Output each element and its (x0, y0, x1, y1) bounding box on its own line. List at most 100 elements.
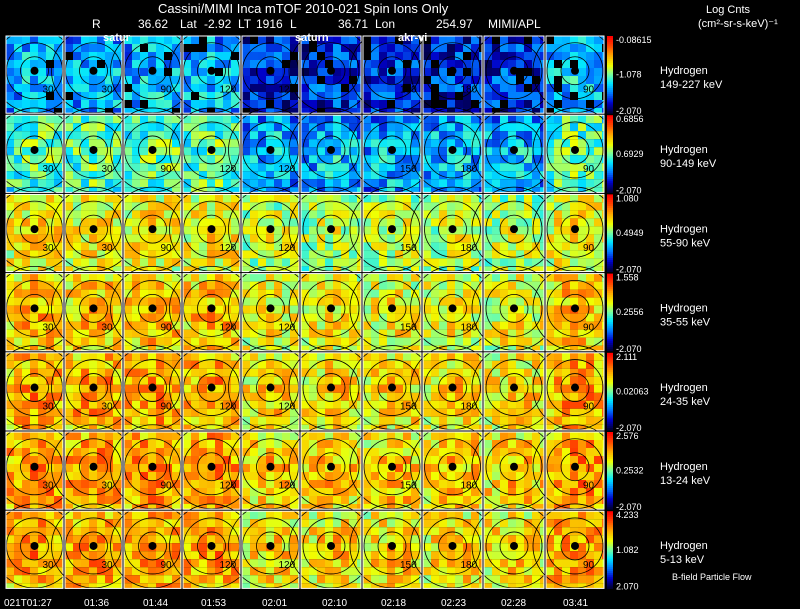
panel-r2-c2 (110, 186, 195, 273)
colorbar-cell (607, 157, 613, 161)
row-species-label: Hydrogen (660, 382, 708, 394)
colorbar-cell (607, 95, 613, 99)
panel-r1-c6 (349, 107, 435, 193)
colorbar-cell (607, 428, 613, 431)
colorbar-cell (607, 221, 613, 224)
contour-label: 30 (43, 481, 55, 492)
colorbar-cell (607, 487, 613, 491)
panel-r1-c0 (0, 107, 77, 193)
contour-label: 30 (43, 164, 55, 175)
colorbar-mid-label: 0.4949 (616, 228, 644, 238)
panel-r2-c8 (471, 186, 557, 273)
time-tick-label: 02:28 (501, 598, 526, 609)
colorbar-mid-label: 0.2532 (616, 466, 644, 476)
contour-label: 120 (279, 322, 296, 333)
colorbar-cell (607, 300, 613, 304)
colorbar-cell (607, 103, 613, 106)
colorbar-cell (607, 418, 613, 421)
colorbar-cell (607, 449, 613, 452)
colorbar-cell (607, 457, 613, 460)
colorbar-cell (607, 402, 613, 406)
l-label: L (290, 17, 297, 31)
colorbar-cell (607, 175, 613, 178)
colorbar-cell (607, 582, 613, 586)
colorbar-cell (607, 563, 613, 566)
colorbar-cell (607, 130, 613, 134)
colorbar-cell (607, 70, 613, 74)
colorbar-cell (607, 424, 613, 427)
panel-r1-c3 (169, 107, 254, 193)
colorbar-cell (607, 580, 613, 584)
colorbar-cell (607, 410, 613, 414)
colorbar-cell (607, 329, 613, 332)
colorbar-cell (607, 339, 613, 342)
colorbar-cell (607, 584, 613, 587)
colorbar-cell (607, 55, 613, 58)
colorbar-cell (607, 532, 613, 535)
colorbar-cell (607, 443, 613, 447)
colorbar-cell (607, 182, 613, 186)
colorbar-cell (607, 482, 613, 485)
colorbar-cell (607, 93, 613, 97)
colorbar-cell (607, 229, 613, 232)
colorbar-cell (607, 476, 613, 479)
panel-r3-c5 (288, 265, 374, 352)
colorbar-cell (607, 470, 613, 474)
panel-r0-c9 (532, 28, 618, 114)
colorbar-cell (607, 146, 613, 149)
colorbar-cell (607, 414, 613, 417)
colorbar-cell (607, 435, 613, 439)
colorbar-cell (607, 401, 613, 404)
colorbar-cell (607, 337, 613, 340)
contour-label: 120 (220, 560, 237, 571)
colorbar-cell (607, 109, 613, 112)
colorbar-cell (607, 335, 613, 338)
colorbar-cell (607, 518, 613, 522)
colorbar-cell (607, 534, 613, 537)
colorbar-cell (607, 250, 613, 253)
colorbar-cell (607, 88, 613, 91)
panel-r2-c1 (51, 186, 136, 273)
colorbar-cell (607, 153, 613, 157)
colorbar-cell (607, 269, 613, 273)
panel-r0-c6 (349, 28, 435, 114)
panel-r0-c4 (228, 28, 313, 114)
contour-label: 90 (161, 481, 173, 492)
panel-r0-c7 (410, 28, 495, 114)
colorbar-cell (607, 219, 613, 222)
colorbar-cell (607, 387, 613, 390)
colorbar-cell (607, 151, 613, 155)
colorbar-mid-label: 0.02063 (616, 386, 649, 396)
colorbar-cell (607, 252, 613, 255)
colorbar-cell (607, 281, 613, 284)
panel-r6-c8 (471, 503, 557, 589)
colorbar-max-label: 1.558 (616, 273, 639, 283)
colorbar-cell (607, 101, 613, 105)
colorbar-cell (607, 43, 613, 47)
colorbar-cell (607, 513, 613, 516)
colorbar-cell (607, 530, 613, 533)
colorbar-cell (607, 76, 613, 79)
colorbar-cell (607, 466, 613, 470)
time-tick-label: 01:53 (201, 598, 226, 609)
colorbar-mid-label: -1.078 (616, 70, 642, 80)
colorbar-cell (607, 213, 613, 217)
contour-label: 150 (400, 402, 417, 413)
colorbar-cell (607, 551, 613, 555)
colorbar-cell (607, 437, 613, 441)
row-energy-label: 5-13 keV (660, 554, 705, 566)
contour-label: 30 (43, 243, 55, 254)
contour-label: 30 (43, 402, 55, 413)
colorbar-cell (607, 522, 613, 526)
colorbar-cell (607, 540, 613, 543)
colorbar-cell (607, 549, 613, 553)
colorbar-cell (607, 279, 613, 282)
colorbar-cell (607, 256, 613, 259)
colorbar-cell (607, 51, 613, 54)
contour-label: 150 (400, 243, 417, 254)
colorbar-cell (607, 397, 613, 400)
colorbar-cell (607, 283, 613, 286)
colorbar-cell (607, 544, 613, 547)
colorbar-cell (607, 515, 613, 518)
colorbar-cell (607, 360, 613, 363)
